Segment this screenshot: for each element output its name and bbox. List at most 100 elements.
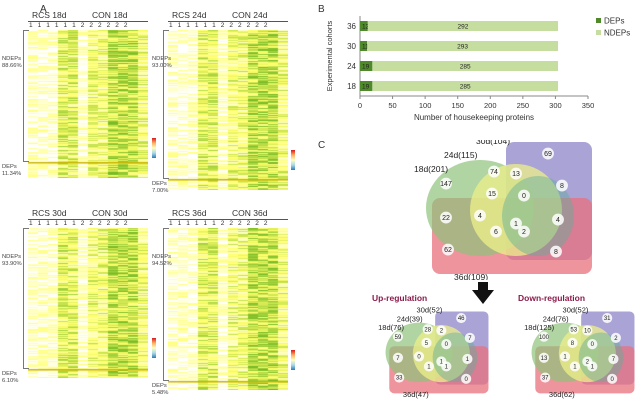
venn-set-label: 30d(104) <box>476 140 510 146</box>
heatmap-group1-title: RCS 18d <box>32 10 67 20</box>
ndeps-bracket <box>163 30 169 179</box>
venn-set-label: 36d(109) <box>454 272 488 280</box>
venn-count-bg <box>567 337 578 348</box>
venn-count: 1 <box>427 365 431 371</box>
ndeps-label: NDEPs 88.66% <box>2 56 22 69</box>
color-scale-legend <box>291 150 295 170</box>
venn-count-bg <box>569 361 581 372</box>
heatmap-sample-labels: 1 1 1 1 1 1 2 2 2 2 2 2 <box>169 220 270 227</box>
venn-count: 22 <box>442 215 450 222</box>
venn-count-bg <box>559 351 571 362</box>
legend-swatch-ndeps <box>596 30 601 35</box>
heatmap-group1-title: RCS 24d <box>172 10 207 20</box>
venn-count-bg <box>540 372 551 383</box>
venn-count-bg <box>518 189 530 202</box>
heatmap-sample-labels: 1 1 1 1 1 1 2 2 2 2 2 2 <box>29 220 130 227</box>
y-tick-label: 36 <box>347 22 356 31</box>
venn-count-bg <box>392 352 404 363</box>
venn-count-bg <box>568 324 579 335</box>
venn-count: 13 <box>541 356 548 362</box>
venn-diagram-down: 18d(125)24d(76)30d(52)36d(62)10053313710… <box>524 306 635 399</box>
x-tick-label: 200 <box>484 101 497 110</box>
venn-count-bg <box>442 243 454 256</box>
venn-down-title: Down-regulation <box>518 293 586 303</box>
venn-count: 0 <box>417 355 421 361</box>
venn-count-bg <box>464 332 475 343</box>
venn-count: 6 <box>494 229 498 236</box>
venn-set-label: 18d(76) <box>378 323 404 332</box>
venn-count-bg <box>486 187 498 200</box>
venn-count-bg <box>462 353 473 365</box>
venn-count: 8 <box>560 183 564 190</box>
venn-count-bg <box>552 213 564 226</box>
venn-count: 5 <box>425 341 429 347</box>
bar-deps-36 <box>360 21 368 31</box>
venn-diagram-all: 18d(201) 24d(115) 30d(104) 36d(109) 147 74 69 6… <box>414 140 592 280</box>
bar-ndeps-36 <box>367 21 559 31</box>
venn-count: 2 <box>586 360 590 366</box>
heatmap-group2-title: CON 36d <box>232 208 268 218</box>
venn-count-bg <box>394 372 405 383</box>
heatmap-cells <box>28 228 148 378</box>
venn-count: 8 <box>571 341 575 347</box>
panel-label-b: B <box>318 4 325 15</box>
venn-count: 2 <box>440 329 444 335</box>
heatmap-group1-title: RCS 30d <box>32 208 67 218</box>
venn-count: 74 <box>490 169 498 176</box>
ndeps-label: NDEPs 93.90% <box>2 254 22 267</box>
venn-count-bg <box>510 217 522 230</box>
bar-value-label: 293 <box>457 44 468 51</box>
venn-count: 31 <box>604 316 611 322</box>
x-tick-label: 50 <box>388 101 396 110</box>
venn-count: 100 <box>539 335 550 341</box>
venn-count: 4 <box>556 217 560 224</box>
venn-count-bg <box>607 373 618 384</box>
venn-set-label: 24d(39) <box>397 314 423 323</box>
venn-count-bg <box>441 361 452 372</box>
arrow-stem <box>478 282 488 290</box>
venn-count: 1 <box>591 365 595 371</box>
heatmap-group2-title: CON 24d <box>232 10 268 20</box>
venn-count-bg <box>440 211 452 224</box>
bar-value-label: 285 <box>460 64 471 71</box>
ndeps-bracket <box>163 228 169 381</box>
venn-count-bg <box>456 312 467 324</box>
deps-label: DEPs 5.48% <box>152 383 169 396</box>
venn-count: 59 <box>395 335 402 341</box>
venn-count-bg <box>550 245 562 258</box>
heatmap-divider <box>28 21 148 22</box>
venn-count-bg <box>474 209 486 222</box>
venn-count-bg <box>542 147 554 160</box>
venn-count: 28 <box>424 327 431 333</box>
venn-count-bg <box>441 339 452 350</box>
venn-count: 1 <box>466 357 470 363</box>
color-scale-legend <box>152 338 156 358</box>
legend-swatch-deps <box>596 18 601 23</box>
panel-label-a: A <box>40 4 47 15</box>
heatmap-divider <box>168 219 288 220</box>
heatmap-cells <box>168 228 288 390</box>
venn-set-label: 30d(52) <box>563 306 589 315</box>
venn-set-label: 30d(52) <box>417 306 443 315</box>
heatmap-divider <box>168 21 288 22</box>
heatmap-cells <box>28 30 148 178</box>
venn-count: 0 <box>591 342 595 348</box>
venn-count: 13 <box>512 171 520 178</box>
venn-count: 62 <box>444 247 452 254</box>
ndeps-bracket <box>23 228 29 369</box>
venn-diagram-up: 18d(76)24d(39)30d(52) 36d(47) 59 28 46 33 2 7 7 0… <box>378 306 489 399</box>
down-arrow-icon <box>472 290 494 304</box>
venn-count-bg <box>423 361 435 372</box>
venn-count-bg <box>392 331 404 342</box>
venn-group: 18d(76)24d(39)30d(52) 36d(47) 59 28 46 33 2 7 7 0… <box>378 306 489 399</box>
venn-count-bg <box>421 337 432 348</box>
venn-count: 1 <box>563 355 567 361</box>
x-tick-label: 250 <box>517 101 530 110</box>
venn-count-bg <box>610 332 621 343</box>
venn-count-bg <box>518 225 530 238</box>
venn-count: 46 <box>458 316 465 322</box>
venn-count-bg <box>538 331 550 342</box>
color-scale-legend <box>291 350 295 370</box>
venn-count-bg <box>413 351 425 362</box>
bar-value-label: 285 <box>460 84 471 91</box>
